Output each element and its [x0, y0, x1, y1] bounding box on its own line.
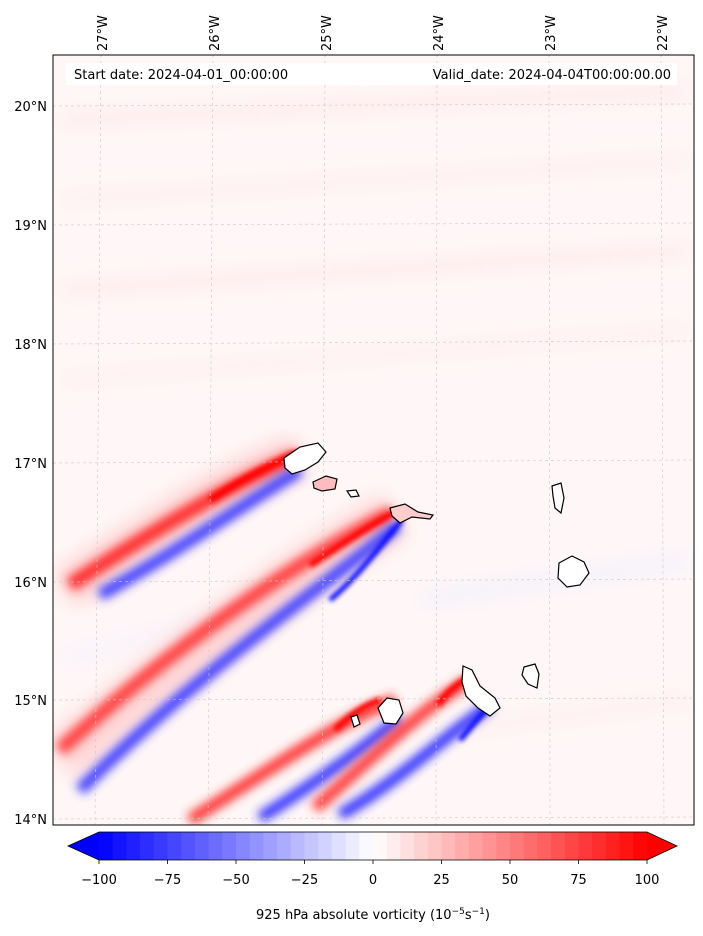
colorbar-cell — [194, 832, 210, 860]
colorbar-cell — [510, 832, 525, 860]
lat-tick-label: 17°N — [14, 457, 47, 472]
colorbar-tick-label: 25 — [433, 873, 450, 888]
lat-tick-label: 19°N — [14, 219, 47, 234]
island-maio — [521, 663, 540, 689]
lon-tick-label: 26°W — [208, 15, 223, 51]
island-sao-nicolau — [389, 503, 435, 524]
colorbar-cell — [537, 832, 552, 860]
longitude-axis: 27°W 26°W 25°W 24°W 23°W 22°W — [96, 15, 671, 51]
lat-tick-label: 18°N — [14, 338, 47, 353]
gridlines — [52, 54, 695, 826]
island-sal — [551, 482, 565, 515]
lon-tick-label: 24°W — [432, 15, 447, 51]
colorbar-min-extend — [68, 832, 99, 860]
colorbar-max-extend — [647, 832, 677, 860]
lon-tick-label: 25°W — [320, 15, 335, 51]
colorbar-ticks: −100 −75 −50 −25 0 25 50 75 100 — [81, 873, 659, 888]
colorbar-cell — [222, 832, 237, 860]
colorbar-cell — [112, 832, 127, 860]
wake-1 — [53, 436, 307, 607]
colorbar-cell — [633, 832, 648, 860]
lat-tick-label: 20°N — [14, 100, 47, 115]
wake-3 — [186, 694, 404, 825]
island-santo-antao — [283, 442, 327, 475]
colorbar-cell — [441, 832, 456, 860]
colorbar-cell — [263, 832, 278, 860]
colorbar-cell — [455, 832, 470, 860]
colorbar-cell — [126, 832, 141, 860]
island-boa-vista — [557, 555, 590, 588]
colorbar-cell — [605, 832, 621, 860]
colorbar-cell — [578, 832, 593, 860]
colorbar-tick-label: 100 — [635, 873, 660, 888]
lon-tick-label: 23°W — [544, 15, 559, 51]
colorbar-tick-marks — [98, 860, 648, 864]
colorbar-cell — [181, 832, 196, 860]
colorbar-cell — [551, 832, 566, 860]
start-date-label: Start date: 2024-04-01_00:00:00 — [74, 68, 288, 83]
map-panel: Start date: 2024-04-01_00:00:00 Valid_da… — [52, 54, 695, 826]
colorbar-cell — [304, 832, 319, 860]
colorbar-tick-label: −100 — [81, 873, 117, 888]
colorbar-cell — [400, 832, 415, 860]
island-santiago — [461, 665, 501, 717]
colorbar-cell — [345, 832, 360, 860]
island-santa-luzia — [345, 489, 360, 498]
colorbar-cell — [414, 832, 429, 860]
island-fogo — [377, 697, 404, 725]
coastlines — [283, 442, 590, 728]
colorbar-cell — [153, 832, 168, 860]
colorbar-cell — [208, 832, 223, 860]
colorbar-tick-label: 50 — [502, 873, 519, 888]
island-brava — [350, 714, 361, 728]
latitude-axis: 20°N 19°N 18°N 17°N 16°N 15°N 14°N — [14, 100, 47, 828]
lat-tick-label: 16°N — [14, 576, 47, 591]
island-sao-vicente — [312, 475, 338, 492]
colorbar-cell — [373, 832, 388, 860]
colorbar-tick-label: −50 — [222, 873, 249, 888]
colorbar-cell — [236, 832, 251, 860]
colorbar-cell — [564, 832, 579, 860]
colorbar-label: 925 hPa absolute vorticity (10−5s−1) — [256, 907, 490, 923]
colorbar-cell — [249, 832, 264, 860]
lon-tick-label: 27°W — [96, 15, 111, 51]
background-streaks — [58, 83, 692, 736]
valid-date-label: Valid_date: 2024-04-04T00:00:00.00 — [433, 68, 671, 83]
colorbar-cell — [619, 832, 634, 860]
wake-2 — [53, 493, 408, 795]
colorbar: −100 −75 −50 −25 0 25 50 75 100 925 hPa … — [67, 831, 678, 923]
lon-tick-label: 22°W — [656, 15, 671, 51]
colorbar-tick-label: 0 — [369, 873, 377, 888]
vorticity-field — [53, 83, 692, 825]
colorbar-tick-label: −25 — [291, 873, 318, 888]
colorbar-cell — [277, 832, 292, 860]
lat-tick-label: 14°N — [14, 813, 47, 828]
colorbar-cell — [386, 832, 401, 860]
colorbar-cell — [427, 832, 442, 860]
header-box — [66, 63, 677, 85]
colorbar-cell — [331, 832, 347, 860]
colorbar-cell — [167, 832, 182, 860]
map-frame — [52, 54, 695, 826]
colorbar-cell — [318, 832, 333, 860]
colorbar-cell — [496, 832, 511, 860]
colorbar-cell — [482, 832, 497, 860]
colorbar-cell — [290, 832, 305, 860]
colorbar-cell — [99, 832, 114, 860]
colorbar-cell — [523, 832, 538, 860]
colorbar-cell — [592, 832, 607, 860]
lat-tick-label: 15°N — [14, 694, 47, 709]
colorbar-cell — [359, 832, 374, 860]
colorbar-tick-label: −75 — [154, 873, 181, 888]
colorbar-cell — [140, 832, 155, 860]
colorbar-cell — [468, 832, 484, 860]
colorbar-cells — [99, 832, 648, 860]
colorbar-tick-label: 75 — [570, 873, 587, 888]
